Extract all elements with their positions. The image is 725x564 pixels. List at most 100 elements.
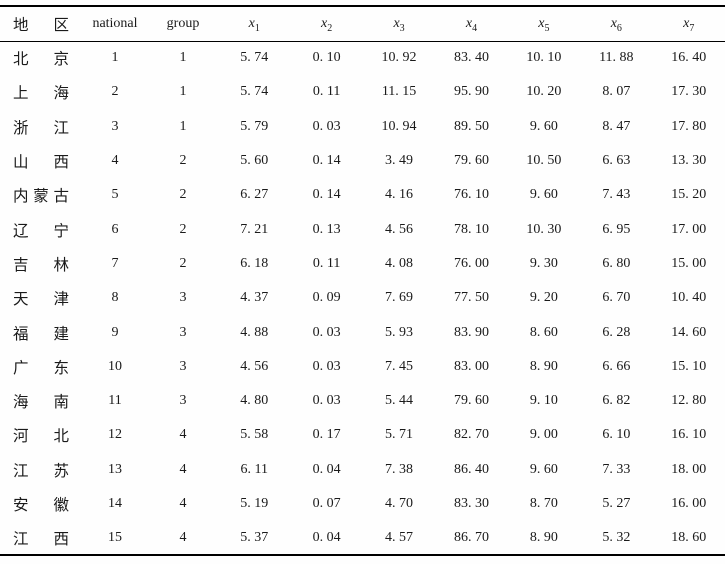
x1-cell: 5. 58 bbox=[240, 427, 269, 443]
header-x1-var: x bbox=[248, 15, 255, 31]
x4-cell: 83. 00 bbox=[453, 358, 489, 374]
x2-cell: 0. 03 bbox=[312, 324, 341, 340]
region-cell: 北 京 bbox=[0, 41, 82, 75]
x3-cell: 5. 71 bbox=[385, 427, 414, 443]
x2-cell: 0. 14 bbox=[312, 187, 341, 203]
region-statistics-table: 地 区 national group x1 x2 x3 x4 x5 x6 x7 … bbox=[0, 5, 725, 557]
x4-cell: 83. 40 bbox=[453, 50, 489, 66]
x6-cell: 6. 82 bbox=[602, 393, 631, 409]
x1-cell: 6. 11 bbox=[240, 461, 268, 477]
table-header: 地 区 national group x1 x2 x3 x4 x5 x6 x7 bbox=[0, 6, 725, 41]
x4-cell: 76. 10 bbox=[453, 187, 489, 203]
national-cell: 10 bbox=[108, 358, 122, 374]
x7-cell: 16. 40 bbox=[671, 50, 707, 66]
x3-cell: 4. 56 bbox=[385, 221, 414, 237]
group-cell: 1 bbox=[179, 50, 187, 66]
x2-cell: 0. 03 bbox=[312, 393, 341, 409]
x7-cell: 17. 00 bbox=[671, 221, 707, 237]
table-row: 内蒙古 5 2 6. 27 0. 14 4. 16 76. 10 9. 60 7… bbox=[0, 178, 725, 212]
region-name: 江 苏 bbox=[13, 462, 69, 480]
x2-cell: 0. 11 bbox=[312, 255, 341, 271]
group-cell: 1 bbox=[179, 84, 187, 100]
x2-cell: 0. 04 bbox=[312, 461, 341, 477]
x4-cell: 79. 60 bbox=[453, 393, 489, 409]
region-name: 广 东 bbox=[13, 359, 69, 377]
x2-cell: 0. 03 bbox=[312, 118, 341, 134]
header-x1-sub: 1 bbox=[254, 22, 260, 34]
table-row: 江 西 15 4 5. 37 0. 04 4. 57 86. 70 8. 90 … bbox=[0, 521, 725, 555]
national-cell: 11 bbox=[108, 393, 122, 409]
group-cell: 3 bbox=[179, 393, 187, 409]
national-cell: 13 bbox=[108, 461, 122, 477]
header-row: 地 区 national group x1 x2 x3 x4 x5 x6 x7 bbox=[0, 6, 725, 41]
header-national: national bbox=[92, 15, 138, 31]
x2-cell: 0. 13 bbox=[312, 221, 341, 237]
x4-cell: 86. 70 bbox=[453, 529, 489, 545]
x5-cell: 9. 30 bbox=[529, 255, 558, 271]
header-x7: x7 bbox=[653, 6, 725, 41]
x4-cell: 83. 30 bbox=[453, 496, 489, 511]
region-cell: 广 东 bbox=[0, 350, 82, 384]
header-region-label: 地 区 bbox=[13, 16, 69, 34]
x6-cell: 6. 10 bbox=[602, 427, 631, 443]
group-cell: 2 bbox=[179, 187, 187, 203]
group-cell: 2 bbox=[179, 153, 187, 169]
x3-cell: 7. 38 bbox=[385, 461, 414, 477]
table-row: 浙 江 3 1 5. 79 0. 03 10. 94 89. 50 9. 60 … bbox=[0, 110, 725, 144]
national-cell: 14 bbox=[108, 496, 122, 511]
header-x2-var: x bbox=[321, 15, 328, 31]
x1-cell: 4. 88 bbox=[240, 324, 269, 340]
national-cell: 2 bbox=[111, 84, 119, 100]
x4-cell: 83. 90 bbox=[453, 324, 489, 340]
x3-cell: 4. 57 bbox=[385, 529, 414, 545]
x1-cell: 4. 56 bbox=[240, 358, 269, 374]
header-x3-sub: 3 bbox=[399, 22, 405, 34]
region-name: 福 建 bbox=[13, 325, 69, 343]
x3-cell: 5. 44 bbox=[385, 393, 414, 409]
region-cell: 浙 江 bbox=[0, 110, 82, 144]
region-cell: 内蒙古 bbox=[0, 178, 82, 212]
national-cell: 4 bbox=[111, 153, 119, 169]
group-cell: 1 bbox=[179, 118, 187, 134]
x4-cell: 78. 10 bbox=[453, 221, 489, 237]
x7-cell: 17. 30 bbox=[671, 84, 707, 100]
region-name: 海 南 bbox=[13, 394, 69, 412]
table-row: 北 京 1 1 5. 74 0. 10 10. 92 83. 40 10. 10… bbox=[0, 41, 725, 75]
x7-cell: 15. 20 bbox=[671, 187, 707, 203]
x5-cell: 9. 20 bbox=[529, 290, 558, 306]
x5-cell: 9. 60 bbox=[529, 461, 558, 477]
header-x1: x1 bbox=[218, 6, 290, 41]
region-name: 江 西 bbox=[13, 530, 69, 548]
x3-cell: 4. 08 bbox=[385, 255, 414, 271]
table-row: 辽 宁 6 2 7. 21 0. 13 4. 56 78. 10 10. 30 … bbox=[0, 212, 725, 246]
x5-cell: 8. 90 bbox=[529, 358, 558, 374]
x2-cell: 0. 14 bbox=[312, 153, 341, 169]
x6-cell: 7. 33 bbox=[602, 461, 631, 477]
x7-cell: 16. 00 bbox=[671, 496, 707, 511]
header-x4-var: x bbox=[465, 15, 473, 31]
header-x2-sub: 2 bbox=[327, 22, 333, 34]
group-cell: 3 bbox=[179, 358, 187, 374]
header-region: 地 区 bbox=[0, 6, 82, 41]
region-name: 天 津 bbox=[13, 291, 69, 309]
x7-cell: 17. 80 bbox=[671, 118, 707, 134]
x1-cell: 5. 19 bbox=[240, 496, 269, 511]
table-row: 河 北 12 4 5. 58 0. 17 5. 71 82. 70 9. 00 … bbox=[0, 418, 725, 452]
x6-cell: 6. 63 bbox=[602, 153, 631, 169]
group-cell: 4 bbox=[179, 461, 187, 477]
national-cell: 6 bbox=[111, 221, 119, 237]
x3-cell: 7. 69 bbox=[385, 290, 414, 306]
region-cell: 江 苏 bbox=[0, 453, 82, 487]
x7-cell: 15. 00 bbox=[671, 255, 707, 271]
x3-cell: 4. 70 bbox=[385, 496, 414, 511]
table-row: 天 津 8 3 4. 37 0. 09 7. 69 77. 50 9. 20 6… bbox=[0, 281, 725, 315]
x6-cell: 11. 88 bbox=[599, 50, 634, 66]
header-x7-var: x bbox=[683, 15, 690, 31]
x3-cell: 10. 92 bbox=[381, 50, 417, 66]
x6-cell: 8. 07 bbox=[602, 84, 631, 100]
x5-cell: 9. 10 bbox=[529, 393, 558, 409]
region-cell: 上 海 bbox=[0, 75, 82, 109]
x6-cell: 6. 66 bbox=[602, 358, 631, 374]
header-x3: x3 bbox=[363, 6, 435, 41]
region-name: 辽 宁 bbox=[13, 222, 69, 240]
